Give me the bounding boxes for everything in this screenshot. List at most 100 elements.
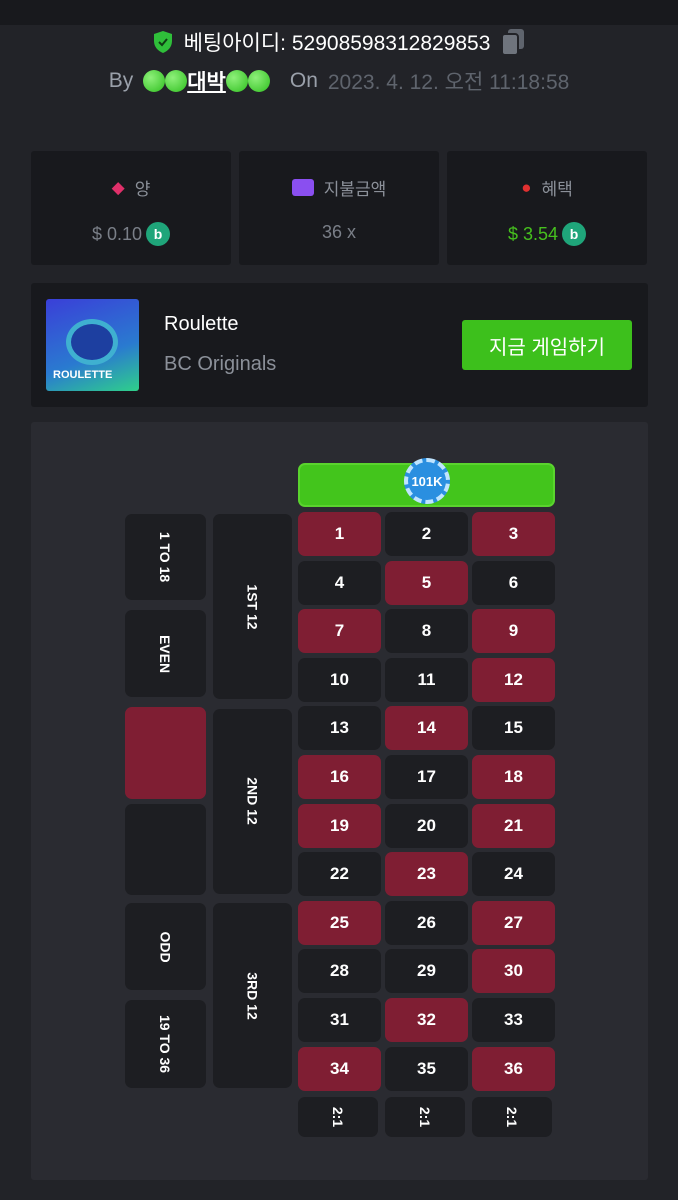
number-label: 25 bbox=[330, 912, 349, 932]
bet-number-32[interactable]: 32 bbox=[385, 998, 468, 1042]
game-provider: BC Originals bbox=[164, 353, 277, 375]
bet-number-6[interactable]: 6 bbox=[472, 560, 555, 605]
bet-number-9[interactable]: 9 bbox=[472, 609, 555, 654]
bet-number-16[interactable]: 16 bbox=[298, 755, 381, 799]
number-label: 22 bbox=[330, 864, 349, 884]
bet-number-5[interactable]: 5 bbox=[385, 560, 468, 605]
number-label: 1 bbox=[334, 524, 345, 543]
bet-red[interactable] bbox=[125, 707, 206, 799]
number-label: 8 bbox=[421, 621, 432, 641]
bet-number-7[interactable]: 7 bbox=[298, 609, 381, 654]
bet-number-29[interactable]: 29 bbox=[385, 949, 468, 994]
stat-value: 36 x bbox=[321, 222, 357, 242]
bet-black[interactable] bbox=[125, 804, 206, 895]
bet-dozen-1[interactable]: 1ST 12 bbox=[213, 514, 292, 699]
bc-coin-icon: b bbox=[146, 222, 171, 246]
bet-number-10[interactable]: 10 bbox=[298, 657, 381, 702]
game-card: ROULETTE Roulette BC Originals 지금 게임하기 bbox=[31, 283, 648, 407]
bet-amount-icon: ◆ bbox=[111, 177, 125, 197]
stat-payout: 지불금액 36 x bbox=[239, 151, 439, 265]
bet-number-26[interactable]: 26 bbox=[385, 900, 468, 945]
bet-even-label: EVEN bbox=[157, 634, 174, 673]
bet-id: 52908598312829853 bbox=[291, 32, 491, 55]
bet-number-13[interactable]: 13 bbox=[298, 706, 381, 751]
bet-column-1[interactable]: 2:1 bbox=[298, 1097, 378, 1137]
bet-number-33[interactable]: 33 bbox=[472, 998, 555, 1042]
play-now-button[interactable]: 지금 게임하기 bbox=[462, 320, 632, 370]
number-label: 29 bbox=[417, 961, 436, 981]
bc-coin-icon: b bbox=[562, 222, 587, 246]
bet-number-2[interactable]: 2 bbox=[385, 512, 468, 556]
bet-number-8[interactable]: 8 bbox=[385, 609, 468, 654]
bet-number-28[interactable]: 28 bbox=[298, 949, 381, 994]
number-label: 35 bbox=[417, 1058, 436, 1078]
bet-number-30[interactable]: 30 bbox=[472, 949, 555, 994]
on-label: On bbox=[289, 69, 318, 92]
bet-even[interactable]: EVEN bbox=[125, 610, 206, 697]
stat-label: 지불금액 bbox=[323, 180, 387, 199]
bet-dozen-3-label: 3RD 12 bbox=[244, 971, 261, 1020]
bet-column-3-label: 2:1 bbox=[503, 1106, 520, 1128]
bet-number-36[interactable]: 36 bbox=[472, 1046, 555, 1091]
number-label: 18 bbox=[504, 767, 523, 786]
bet-dozen-2-label: 2ND 12 bbox=[244, 777, 261, 825]
bet-number-14[interactable]: 14 bbox=[385, 706, 468, 751]
game-thumbnail[interactable]: ROULETTE bbox=[46, 299, 139, 391]
bet-number-24[interactable]: 24 bbox=[472, 852, 555, 897]
number-label: 31 bbox=[330, 1010, 349, 1029]
top-bar bbox=[0, 0, 678, 25]
bet-number-4[interactable]: 4 bbox=[298, 560, 381, 605]
number-label: 11 bbox=[417, 669, 436, 689]
bet-number-12[interactable]: 12 bbox=[472, 657, 555, 702]
number-label: 4 bbox=[334, 572, 345, 592]
bet-number-3[interactable]: 3 bbox=[472, 512, 555, 556]
bet-number-23[interactable]: 23 bbox=[385, 852, 468, 897]
bet-number-35[interactable]: 35 bbox=[385, 1046, 468, 1091]
number-label: 34 bbox=[330, 1058, 349, 1078]
byline: By 대박 On 2023. 4. 12. 오전 11:18:58 bbox=[0, 66, 678, 96]
profit-hand-icon: ● bbox=[521, 177, 532, 197]
bet-number-22[interactable]: 22 bbox=[298, 852, 381, 897]
bet-date: 2023. 4. 12. 오전 11:18:58 bbox=[327, 71, 570, 94]
username[interactable]: 대박 bbox=[187, 71, 226, 94]
copy-icon[interactable] bbox=[500, 28, 526, 56]
stat-amount: ◆ 양 $ 0.10 b bbox=[31, 151, 231, 265]
number-label: 28 bbox=[330, 961, 349, 981]
number-label: 12 bbox=[504, 669, 523, 689]
stat-label: 혜택 bbox=[541, 180, 573, 199]
bet-number-34[interactable]: 34 bbox=[298, 1046, 381, 1091]
bet-number-17[interactable]: 17 bbox=[385, 755, 468, 799]
bet-number-25[interactable]: 25 bbox=[298, 900, 381, 945]
bet-19-to-36[interactable]: 19 TO 36 bbox=[125, 1000, 206, 1088]
bet-number-18[interactable]: 18 bbox=[472, 755, 555, 799]
number-label: 13 bbox=[330, 718, 349, 738]
bet-id-label: 베팅아이디: bbox=[183, 32, 287, 55]
number-label: 20 bbox=[417, 815, 436, 835]
bet-odd[interactable]: ODD bbox=[125, 903, 206, 990]
bet-number-27[interactable]: 27 bbox=[472, 900, 555, 945]
number-label: 15 bbox=[504, 718, 523, 738]
bet-column-3[interactable]: 2:1 bbox=[472, 1097, 552, 1137]
number-label: 6 bbox=[508, 572, 519, 592]
username-link[interactable]: 대박 bbox=[143, 66, 270, 96]
game-name[interactable]: Roulette bbox=[164, 313, 239, 335]
bet-id-row: 베팅아이디: 52908598312829853 bbox=[0, 27, 678, 57]
card-icon bbox=[291, 179, 314, 196]
number-label: 5 bbox=[421, 572, 432, 592]
bet-number-1[interactable]: 1 bbox=[298, 512, 381, 556]
bet-number-21[interactable]: 21 bbox=[472, 803, 555, 848]
bet-odd-label: ODD bbox=[157, 930, 174, 963]
bet-number-11[interactable]: 11 bbox=[385, 657, 468, 702]
number-label: 16 bbox=[330, 767, 349, 786]
bet-dozen-2[interactable]: 2ND 12 bbox=[213, 708, 292, 894]
bet-number-19[interactable]: 19 bbox=[298, 803, 381, 848]
bet-1-to-18[interactable]: 1 TO 18 bbox=[125, 514, 206, 600]
bet-dozen-3[interactable]: 3RD 12 bbox=[213, 903, 292, 1088]
bet-number-31[interactable]: 31 bbox=[298, 998, 381, 1042]
stat-value: $ 3.54 bbox=[507, 223, 559, 244]
bet-number-15[interactable]: 15 bbox=[472, 706, 555, 751]
bet-number-20[interactable]: 20 bbox=[385, 803, 468, 848]
bet-column-2[interactable]: 2:1 bbox=[385, 1097, 465, 1137]
thumb-text: ROULETTE bbox=[53, 369, 113, 381]
bet-column-1-label: 2:1 bbox=[329, 1106, 346, 1128]
